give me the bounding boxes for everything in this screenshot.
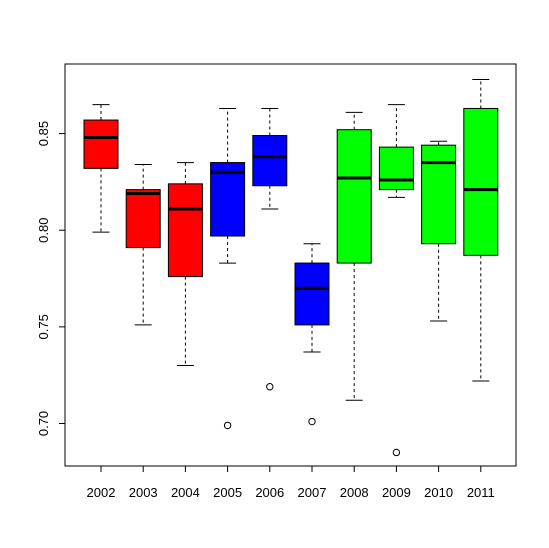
box-2008 — [336, 111, 372, 401]
outlier-point — [266, 383, 274, 391]
outlier-point — [392, 448, 401, 457]
box-2002 — [83, 104, 119, 233]
box-iqr — [294, 262, 330, 326]
box-2009 — [378, 104, 414, 457]
x-tick-label: 2008 — [340, 485, 369, 500]
box-2007 — [294, 243, 330, 426]
box-iqr — [167, 183, 203, 278]
x-tick-label: 2009 — [382, 485, 411, 500]
x-tick-label: 2006 — [255, 485, 284, 500]
x-axis: 2002 2003 2004 2005 2006 2007 2008 2009 2010 2011 — [87, 465, 495, 500]
box-iqr — [421, 144, 457, 245]
y-tick-label: 0.70 — [36, 411, 51, 436]
boxes — [83, 78, 499, 457]
box-2011 — [463, 78, 499, 382]
box-iqr — [83, 119, 119, 169]
box-2006 — [252, 107, 288, 391]
x-tick-label: 2005 — [213, 485, 242, 500]
plot-frame — [64, 63, 517, 467]
box-iqr — [125, 189, 161, 249]
x-tick-label: 2011 — [467, 485, 495, 500]
box-iqr — [252, 135, 288, 187]
x-tick-label: 2002 — [87, 485, 116, 500]
box-iqr — [336, 129, 372, 264]
box-2005 — [210, 107, 246, 430]
y-tick-label: 0.85 — [36, 121, 51, 146]
box-2003 — [125, 164, 161, 326]
x-tick-label: 2007 — [298, 485, 327, 500]
x-tick-label: 2003 — [129, 485, 158, 500]
x-tick-label: 2004 — [171, 485, 200, 500]
outlier-point — [223, 421, 232, 430]
y-axis: 0.70 0.75 0.80 0.85 — [36, 121, 66, 436]
y-tick-label: 0.75 — [36, 314, 51, 339]
outlier-point — [308, 417, 316, 426]
box-iqr — [463, 107, 499, 256]
box-2010 — [421, 140, 457, 322]
x-tick-label: 2010 — [424, 485, 453, 500]
box-iqr — [378, 146, 414, 191]
box-iqr — [210, 162, 246, 237]
box-2004 — [167, 162, 203, 366]
y-tick-label: 0.80 — [36, 218, 51, 243]
